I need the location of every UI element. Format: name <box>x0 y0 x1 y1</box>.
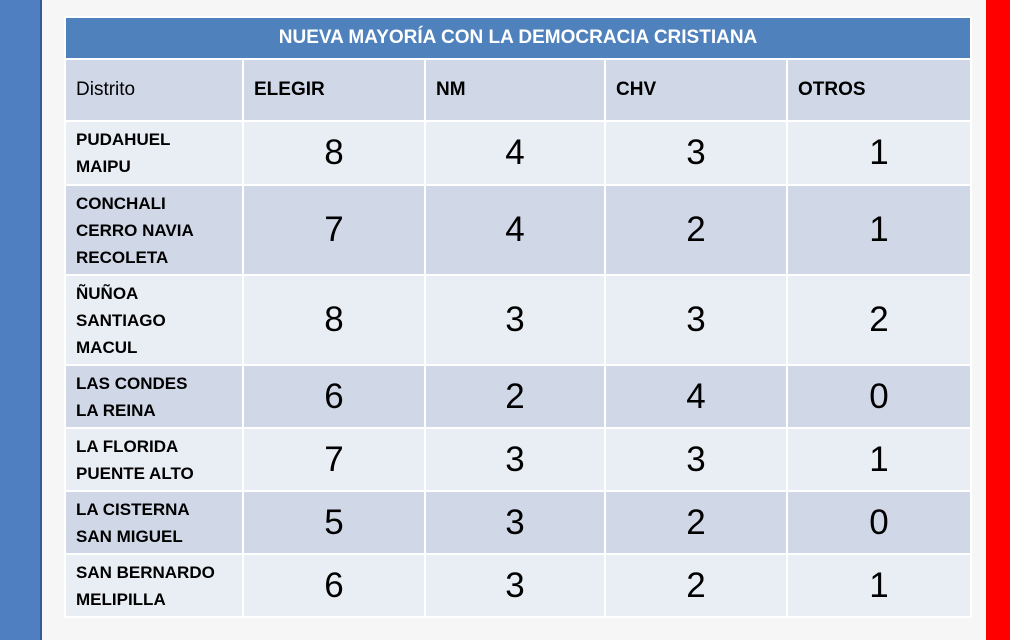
header-distrito: Distrito <box>64 58 244 122</box>
header-nm: NM <box>424 58 606 122</box>
elegir-cell: 6 <box>242 364 426 429</box>
elegir-cell: 8 <box>242 274 426 366</box>
table-row: LAS CONDES LA REINA 6 2 4 0 <box>64 364 973 429</box>
table-row: LA CISTERNA SAN MIGUEL 5 3 2 0 <box>64 490 973 555</box>
district-cell: CONCHALI CERRO NAVIA RECOLETA <box>64 184 244 276</box>
nm-cell: 3 <box>424 490 606 555</box>
header-otros: OTROS <box>785 58 973 122</box>
left-decorative-bar <box>0 0 42 640</box>
nm-cell: 3 <box>424 553 606 618</box>
chv-cell: 2 <box>604 184 788 276</box>
elegir-cell: 5 <box>242 490 426 555</box>
table-row: SAN BERNARDO MELIPILLA 6 3 2 1 <box>64 553 973 618</box>
table-row: PUDAHUEL MAIPU 8 4 3 1 <box>64 120 973 186</box>
district-cell: LA FLORIDA PUENTE ALTO <box>64 427 244 492</box>
district-cell: ÑUÑOA SANTIAGO MACUL <box>64 274 244 366</box>
right-red-bar <box>986 0 1010 640</box>
nm-cell: 4 <box>424 120 606 186</box>
elegir-cell: 7 <box>242 427 426 492</box>
table-row: ÑUÑOA SANTIAGO MACUL 8 3 3 2 <box>64 274 973 366</box>
otros-cell: 0 <box>785 490 973 555</box>
elegir-cell: 7 <box>242 184 426 276</box>
table-title-row: NUEVA MAYORÍA CON LA DEMOCRACIA CRISTIAN… <box>63 16 973 60</box>
chv-cell: 2 <box>604 553 788 618</box>
table-row: CONCHALI CERRO NAVIA RECOLETA 7 4 2 1 <box>64 184 973 276</box>
table-title: NUEVA MAYORÍA CON LA DEMOCRACIA CRISTIAN… <box>63 16 973 60</box>
header-elegir: ELEGIR <box>242 58 426 122</box>
chv-cell: 3 <box>604 274 788 366</box>
table-header-row: Distrito ELEGIR NM CHV OTROS <box>64 58 973 122</box>
otros-cell: 2 <box>785 274 973 366</box>
district-cell: PUDAHUEL MAIPU <box>64 120 244 186</box>
nm-cell: 3 <box>424 274 606 366</box>
header-chv: CHV <box>604 58 788 122</box>
results-table: NUEVA MAYORÍA CON LA DEMOCRACIA CRISTIAN… <box>63 16 973 618</box>
nm-cell: 2 <box>424 364 606 429</box>
otros-cell: 1 <box>785 553 973 618</box>
nm-cell: 3 <box>424 427 606 492</box>
otros-cell: 1 <box>785 120 973 186</box>
otros-cell: 1 <box>785 184 973 276</box>
elegir-cell: 8 <box>242 120 426 186</box>
otros-cell: 0 <box>785 364 973 429</box>
table-row: LA FLORIDA PUENTE ALTO 7 3 3 1 <box>64 427 973 492</box>
district-cell: LA CISTERNA SAN MIGUEL <box>64 490 244 555</box>
chv-cell: 3 <box>604 427 788 492</box>
nm-cell: 4 <box>424 184 606 276</box>
chv-cell: 3 <box>604 120 788 186</box>
right-white-bar <box>1010 0 1024 640</box>
chv-cell: 2 <box>604 490 788 555</box>
district-cell: SAN BERNARDO MELIPILLA <box>64 553 244 618</box>
chv-cell: 4 <box>604 364 788 429</box>
otros-cell: 1 <box>785 427 973 492</box>
district-cell: LAS CONDES LA REINA <box>64 364 244 429</box>
elegir-cell: 6 <box>242 553 426 618</box>
